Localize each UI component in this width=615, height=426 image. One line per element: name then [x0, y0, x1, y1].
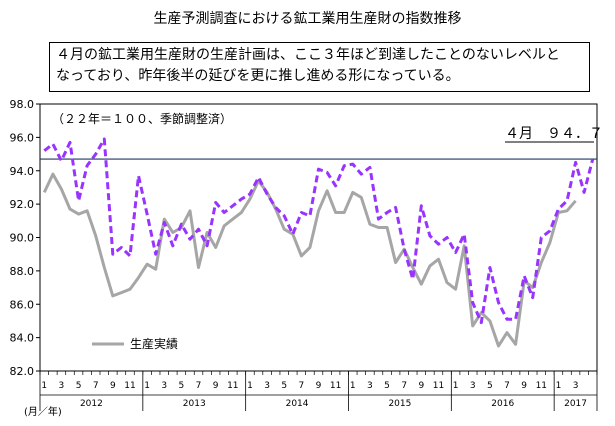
x-tick-label: 11: [536, 381, 547, 391]
x-tick-label: 5: [76, 381, 82, 391]
plot-area: [39, 103, 598, 372]
callout-line-2: なっており、昨年後半の延びを更に推し進める形になっている。: [56, 68, 460, 84]
y-tick-label: 96.0: [10, 131, 35, 144]
y-tick-label: 90.0: [10, 232, 35, 245]
x-tick-label: 9: [418, 381, 424, 391]
x-tick-label: 5: [487, 381, 493, 391]
callout-box: ４月の鉱工業用生産財の生産計画は、ここ３年ほど到達したことのないレベルと なって…: [49, 42, 590, 92]
callout-line-1: ４月の鉱工業用生産財の生産計画は、ここ３年ほど到達したことのないレベルと: [56, 47, 560, 63]
x-tick-label: 7: [196, 381, 202, 391]
x-tick-label: 5: [384, 381, 390, 391]
x-tick-label: 9: [213, 381, 219, 391]
x-tick-label: 5: [179, 381, 185, 391]
year-label: 2012: [80, 399, 103, 409]
x-tick-label: 11: [433, 381, 444, 391]
x-tick-label: 3: [367, 381, 373, 391]
year-label: 2014: [286, 399, 309, 409]
year-label: 2017: [564, 399, 587, 409]
x-tick-label: 1: [247, 381, 253, 391]
legend-label: 生産実績: [130, 336, 178, 351]
x-tick-label: 7: [401, 381, 407, 391]
x-tick-label: 5: [281, 381, 287, 391]
x-tick-label: 11: [330, 381, 341, 391]
actual-production-line: [42, 172, 577, 348]
x-tick-label: 1: [144, 381, 150, 391]
x-tick-label: 9: [521, 381, 527, 391]
y-tick-label: 82.0: [10, 365, 35, 378]
x-tick-label: 3: [59, 381, 65, 391]
chart-title: 生産予測調査における鉱工業用生産財の指数推移: [153, 11, 462, 27]
x-tick-label: 7: [93, 381, 99, 391]
plot-border: [39, 103, 598, 372]
x-tick-label: 3: [161, 381, 167, 391]
chart-subtitle: （２２年＝１００、季節調整済）: [52, 111, 232, 126]
x-tick-label: 1: [453, 381, 459, 391]
x-tick-label: 1: [41, 381, 47, 391]
x-tick-label: 11: [124, 381, 135, 391]
forecast-line: [43, 137, 595, 325]
x-tick-label: 1: [556, 381, 562, 391]
y-tick-label: 94.0: [10, 165, 35, 178]
y-tick-label: 98.0: [10, 98, 35, 111]
y-tick-label: 86.0: [10, 298, 35, 311]
y-tick-label: 88.0: [10, 265, 35, 278]
x-tick-label: 9: [316, 381, 322, 391]
x-tick-label: 7: [504, 381, 510, 391]
series-group: [40, 137, 597, 348]
x-tick-label: 3: [470, 381, 476, 391]
x-tick-label: 7: [298, 381, 304, 391]
y-tick-label: 92.0: [10, 198, 35, 211]
x-tick-label: 9: [110, 381, 116, 391]
y-tick-label: 84.0: [10, 332, 35, 345]
year-label: 2016: [491, 399, 514, 409]
x-tick-label: 3: [264, 381, 270, 391]
year-label: 2013: [183, 399, 206, 409]
reference-label: ４月 ９４．７: [505, 126, 603, 142]
x-axis-unit-label: (月／年): [24, 405, 62, 418]
x-tick-label: 11: [227, 381, 238, 391]
x-tick-label: 1: [350, 381, 356, 391]
x-tick-label: 3: [573, 381, 579, 391]
year-label: 2015: [388, 399, 411, 409]
y-axis: 82.0 84.0 86.0 88.0 90.0 92.0 94.0 96.0 98.0: [10, 98, 40, 378]
x-axis: 1 3 5 7 9 11 1 3 5 7 9 11 1 3 5 7 9 11 1 3 5 7 9 11 1 3 5 7 9 11 1 3201…: [39, 371, 598, 411]
